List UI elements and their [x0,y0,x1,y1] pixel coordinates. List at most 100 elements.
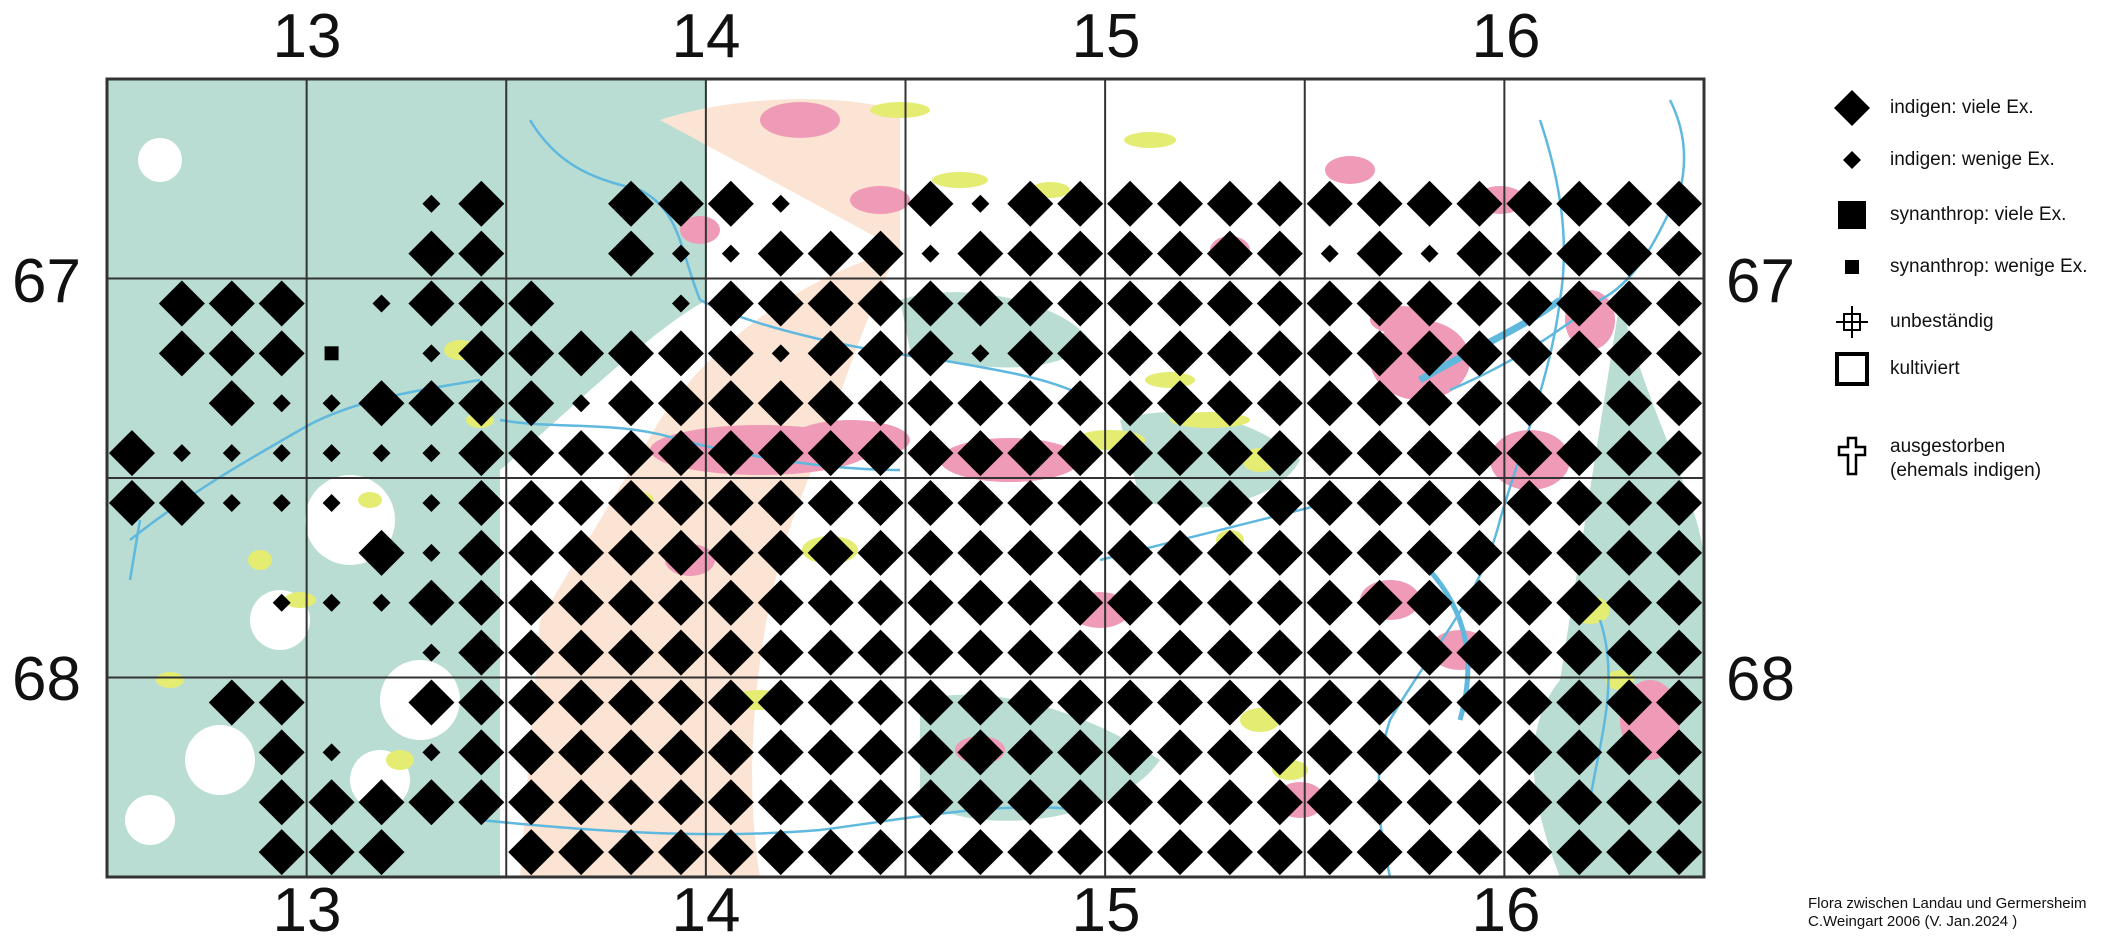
marker-indigen-viele [1057,629,1104,676]
marker-indigen-viele [1206,729,1253,776]
marker-indigen-viele [1606,230,1653,277]
marker-indigen-viele [1456,380,1503,427]
special-area [248,550,272,570]
marker-indigen-viele [408,679,455,726]
marker-indigen-viele [1556,529,1603,576]
marker-indigen-viele [657,529,704,576]
marker-indigen-viele [807,230,854,277]
marker-indigen-viele [907,330,954,377]
marker-indigen-viele [1506,380,1553,427]
marker-indigen-viele [707,330,754,377]
marker-indigen-viele [657,829,704,876]
marker-indigen-wenige [572,394,591,413]
marker-indigen-viele [608,629,655,676]
row-label-68: 68 [1726,645,1795,714]
marker-indigen-viele [757,629,804,676]
marker-indigen-viele [1506,180,1553,227]
marker-indigen-viele [1057,430,1104,477]
marker-indigen-viele [1606,779,1653,826]
marker-indigen-viele [1007,579,1054,626]
marker-indigen-viele [458,330,505,377]
marker-indigen-viele [158,280,205,327]
marker-indigen-viele [458,180,505,227]
marker-indigen-viele [458,729,505,776]
marker-indigen-viele [608,230,655,277]
marker-indigen-viele [1306,180,1353,227]
marker-indigen-viele [1256,380,1303,427]
marker-indigen-viele [1156,380,1203,427]
marker-indigen-viele [1107,330,1154,377]
marker-indigen-viele [1356,430,1403,477]
marker-indigen-viele [707,380,754,427]
marker-indigen-viele [1556,180,1603,227]
marker-indigen-viele [258,280,305,327]
marker-indigen-viele [807,679,854,726]
marker-indigen-viele [1256,180,1303,227]
marker-indigen-viele [757,829,804,876]
marker-indigen-viele [1406,579,1453,626]
marker-indigen-viele [757,679,804,726]
marker-indigen-viele [608,779,655,826]
settlement-area [850,186,910,214]
marker-indigen-viele [857,529,904,576]
marker-indigen-viele [1306,479,1353,526]
marker-indigen-viele [907,779,954,826]
marker-indigen-viele [458,529,505,576]
large-diamond-icon [1820,85,1884,131]
marker-indigen-viele [558,729,605,776]
marker-indigen-viele [907,430,954,477]
marker-indigen-viele [1206,529,1253,576]
marker-indigen-viele [1007,629,1054,676]
special-area [1124,132,1176,148]
marker-indigen-viele [1456,430,1503,477]
marker-indigen-viele [558,330,605,377]
marker-indigen-viele [1306,330,1353,377]
marker-indigen-wenige [222,444,241,463]
special-area [358,492,382,508]
marker-indigen-viele [558,579,605,626]
marker-indigen-viele [608,529,655,576]
marker-indigen-viele [408,779,455,826]
marker-indigen-wenige [971,344,990,363]
marker-indigen-viele [807,829,854,876]
latin-cross-icon [1820,433,1884,479]
marker-indigen-viele [1356,380,1403,427]
marker-indigen-viele [1007,230,1054,277]
marker-indigen-viele [1656,430,1703,477]
marker-indigen-viele [657,380,704,427]
marker-indigen-viele [657,479,704,526]
marker-indigen-viele [1656,729,1703,776]
marker-indigen-viele [857,829,904,876]
marker-indigen-wenige [272,493,291,512]
marker-indigen-viele [657,729,704,776]
marker-indigen-viele [807,729,854,776]
marker-indigen-viele [707,180,754,227]
marker-indigen-viele [957,629,1004,676]
marker-indigen-viele [258,330,305,377]
marker-indigen-viele [1456,529,1503,576]
marker-indigen-viele [1206,430,1253,477]
legend-label: indigen: viele Ex. [1890,97,2034,118]
marker-indigen-viele [1256,330,1303,377]
settlement-area [940,438,1080,482]
settlement-area [1325,156,1375,184]
marker-indigen-viele [1406,829,1453,876]
special-area [870,102,930,118]
waterway-line [128,519,142,581]
marker-indigen-wenige [771,344,790,363]
marker-indigen-viele [1156,729,1203,776]
marker-indigen-viele [1107,230,1154,277]
marker-indigen-viele [1256,629,1303,676]
marker-indigen-viele [358,779,405,826]
marker-indigen-viele [1406,779,1453,826]
marker-indigen-viele [757,430,804,477]
special-area [932,172,988,188]
marker-indigen-viele [1156,679,1203,726]
marker-indigen-viele [558,529,605,576]
marker-indigen-viele [408,280,455,327]
marker-indigen-viele [1107,779,1154,826]
marker-indigen-viele [1506,230,1553,277]
marker-indigen-viele [907,629,954,676]
marker-indigen-viele [707,629,754,676]
marker-indigen-viele [508,529,555,576]
